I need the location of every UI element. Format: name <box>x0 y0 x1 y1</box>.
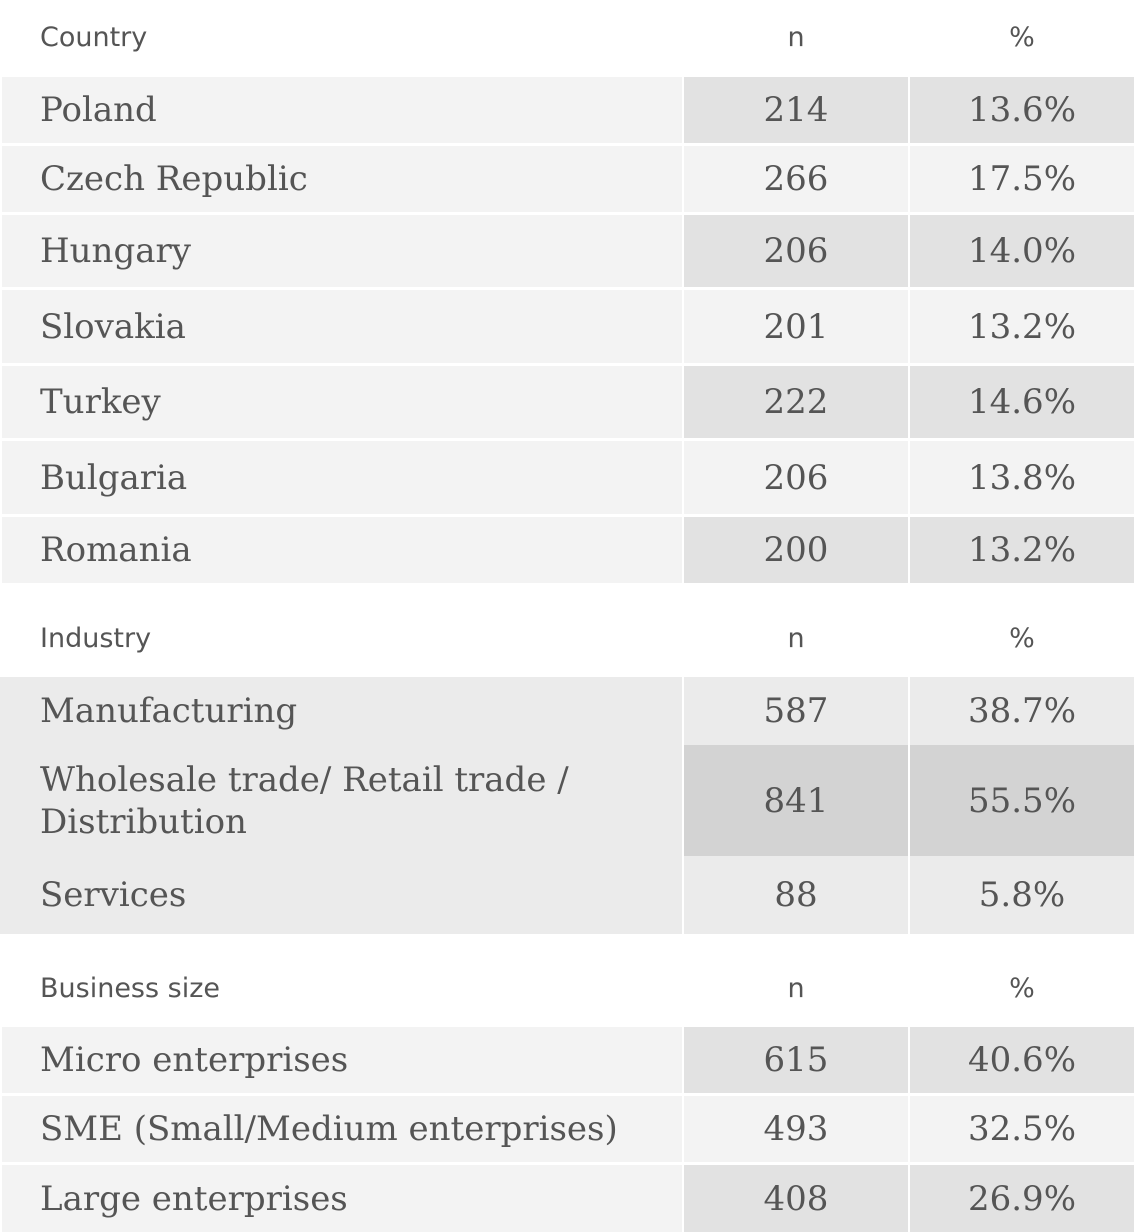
row-pct: 14.6% <box>910 366 1134 438</box>
table-row: Micro enterprises 615 40.6% <box>0 1027 1134 1093</box>
industry-header: Industry n % <box>0 601 1134 676</box>
row-pct: 13.6% <box>910 77 1134 143</box>
row-pct: 14.0% <box>910 215 1134 287</box>
table-row: Services 88 5.8% <box>0 856 1134 934</box>
row-n: 841 <box>684 745 908 856</box>
row-n: 587 <box>684 677 908 745</box>
row-pct: 32.5% <box>910 1096 1134 1162</box>
table-row: Slovakia 201 13.2% <box>0 290 1134 363</box>
row-n: 206 <box>684 215 908 287</box>
row-pct: 13.2% <box>910 290 1134 363</box>
row-n: 201 <box>684 290 908 363</box>
table-row: Hungary 206 14.0% <box>0 215 1134 287</box>
row-n: 408 <box>684 1165 908 1232</box>
business-size-header-label: Business size <box>40 973 220 1004</box>
table-row: Large enterprises 408 26.9% <box>0 1165 1134 1232</box>
industry-header-n: n <box>787 623 805 654</box>
country-header-n: n <box>787 22 805 53</box>
row-pct: 13.8% <box>910 441 1134 514</box>
row-pct: 40.6% <box>910 1027 1134 1093</box>
row-label: Services <box>0 856 682 934</box>
row-pct: 5.8% <box>910 856 1134 934</box>
row-label: Slovakia <box>2 290 682 363</box>
row-label: Hungary <box>2 215 682 287</box>
row-label: Turkey <box>2 366 682 438</box>
row-pct: 17.5% <box>910 146 1134 212</box>
row-label: Wholesale trade/ Retail trade / Distribu… <box>0 745 682 856</box>
row-label: Bulgaria <box>2 441 682 514</box>
country-header-pct: % <box>1009 22 1035 53</box>
country-header-label: Country <box>40 22 148 53</box>
row-n: 88 <box>684 856 908 934</box>
row-n: 214 <box>684 77 908 143</box>
row-pct: 55.5% <box>910 745 1134 856</box>
row-label: Manufacturing <box>0 677 682 745</box>
row-pct: 26.9% <box>910 1165 1134 1232</box>
table-row: Poland 214 13.6% <box>0 77 1134 143</box>
row-n: 615 <box>684 1027 908 1093</box>
row-pct: 38.7% <box>910 677 1134 745</box>
business-size-header: Business size n % <box>0 951 1134 1026</box>
row-label: SME (Small/Medium enterprises) <box>2 1096 682 1162</box>
table-row: Turkey 222 14.6% <box>0 366 1134 438</box>
row-label: Czech Republic <box>2 146 682 212</box>
row-label: Micro enterprises <box>2 1027 682 1093</box>
row-label: Romania <box>2 517 682 583</box>
row-n: 493 <box>684 1096 908 1162</box>
row-n: 206 <box>684 441 908 514</box>
table-row: SME (Small/Medium enterprises) 493 32.5% <box>0 1096 1134 1162</box>
table-row: Bulgaria 206 13.8% <box>0 441 1134 514</box>
row-label: Large enterprises <box>2 1165 682 1232</box>
table-row: Manufacturing 587 38.7% <box>0 677 1134 745</box>
row-n: 222 <box>684 366 908 438</box>
table-row: Czech Republic 266 17.5% <box>0 146 1134 212</box>
business-size-header-n: n <box>787 973 805 1004</box>
business-size-header-pct: % <box>1009 973 1035 1004</box>
industry-header-pct: % <box>1009 623 1035 654</box>
row-n: 266 <box>684 146 908 212</box>
table-row: Romania 200 13.2% <box>0 517 1134 583</box>
row-label: Poland <box>2 77 682 143</box>
row-n: 200 <box>684 517 908 583</box>
row-pct: 13.2% <box>910 517 1134 583</box>
table-row: Wholesale trade/ Retail trade / Distribu… <box>0 745 1134 856</box>
country-header: Country n % <box>0 0 1134 75</box>
industry-header-label: Industry <box>40 623 152 654</box>
